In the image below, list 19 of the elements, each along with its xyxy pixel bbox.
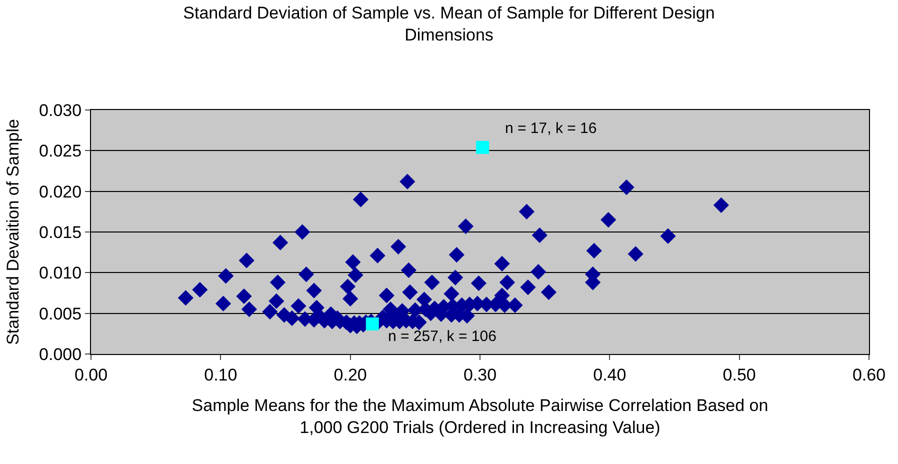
x-tick-label: 0.60 bbox=[852, 365, 886, 384]
x-tick-label: 0.00 bbox=[74, 365, 108, 384]
x-tick-label: 0.50 bbox=[722, 365, 756, 384]
x-tick-label: 0.20 bbox=[334, 365, 367, 384]
annotation: n = 17, k = 16 bbox=[505, 120, 597, 137]
x-tick-label: 0.30 bbox=[463, 365, 497, 384]
chart-title: Standard Deviation of Sample vs. Mean of Sample for Different Design Dimensions bbox=[183, 4, 715, 45]
y-tick-label: 0.015 bbox=[39, 222, 82, 242]
annotation: n = 257, k = 106 bbox=[388, 328, 496, 345]
x-tick-label: 0.10 bbox=[204, 365, 238, 384]
y-tick-label: 0.000 bbox=[39, 344, 82, 364]
y-tick-label: 0.020 bbox=[39, 182, 82, 202]
y-tick-label: 0.005 bbox=[39, 304, 82, 324]
x-tick-label: 0.40 bbox=[593, 365, 626, 384]
x-axis-title: Sample Means for the the Maximum Absolute Pairwise Correlation Based on 1,000 G200 Trials (Ordered in Increasing Value) bbox=[192, 396, 768, 437]
y-tick-label: 0.030 bbox=[39, 100, 82, 120]
y-axis-title: Standard Devaition of Sample bbox=[4, 119, 23, 345]
y-tick-label: 0.010 bbox=[39, 264, 82, 283]
y-tick-label: 0.025 bbox=[39, 142, 82, 161]
